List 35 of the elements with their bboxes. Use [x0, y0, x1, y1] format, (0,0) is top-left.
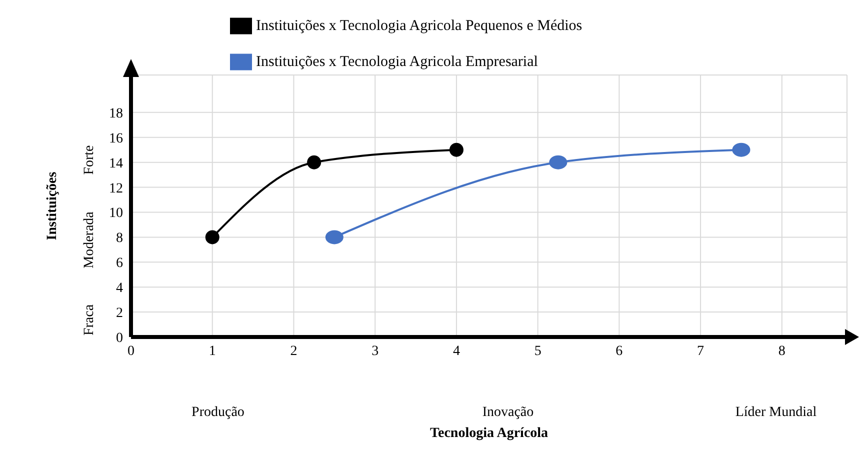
x-tick-label: 1 [208, 344, 216, 359]
legend-label: Instituições x Tecnologia Agricola Pequenos e Médios [256, 18, 582, 34]
x-tick-label: 6 [616, 344, 623, 359]
point [307, 155, 322, 170]
point [549, 155, 568, 170]
point [449, 142, 464, 157]
point [205, 230, 220, 244]
y-tick-label: 2 [116, 306, 123, 322]
text: Líder Mundial [735, 405, 817, 421]
y-tick-label: 16 [109, 131, 123, 146]
y-tick-label: 10 [109, 206, 123, 222]
x-tick-label: 3 [372, 344, 379, 359]
x-tick-label: 8 [778, 344, 786, 359]
legend-label: Instituições x Tecnologia Agricola Empresarial [256, 54, 538, 70]
y-tick-label: 6 [116, 256, 123, 272]
y-tick-label: 0 [116, 330, 123, 346]
point [325, 230, 344, 244]
text: Inovação [482, 405, 534, 421]
text: Produção [192, 405, 244, 421]
y-axis-title: Instituições [44, 171, 60, 240]
text: Forte [82, 145, 98, 175]
point [732, 142, 750, 157]
y-tick-label: 8 [116, 231, 123, 246]
x-tick-label: 0 [128, 344, 134, 359]
x-tick-label: 5 [534, 344, 542, 359]
x-tick-label: 7 [697, 344, 704, 359]
x-tick-label: 4 [452, 344, 460, 359]
x-tick-label: 2 [290, 344, 298, 359]
x-axis-title: Tecnologia Agrícola [430, 426, 548, 441]
y-tick-label: 12 [109, 181, 123, 196]
text: Moderada [82, 212, 98, 268]
y-tick-label: 18 [109, 106, 123, 122]
text: Fraca [82, 304, 98, 336]
y-tick-label: 4 [116, 281, 123, 296]
y-tick-label: 14 [109, 156, 123, 172]
